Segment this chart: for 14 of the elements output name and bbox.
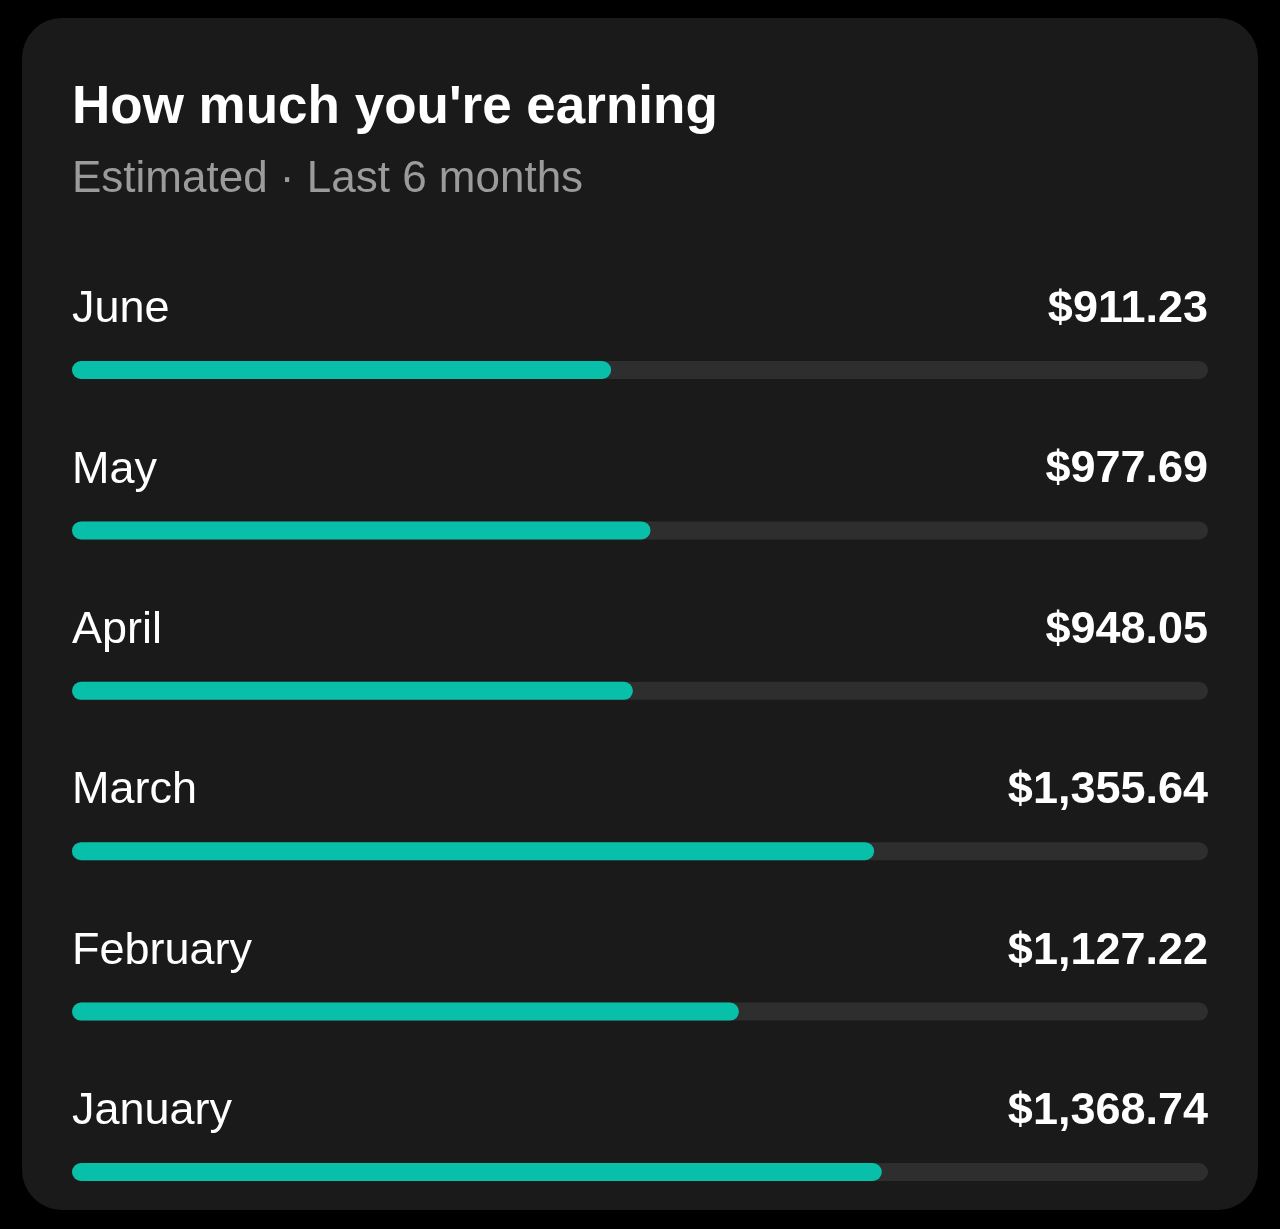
y-tick-label: March [72, 762, 197, 814]
data-label: $911.23 [1047, 281, 1208, 332]
chart-title: How much you're earning [72, 75, 718, 134]
y-tick-label: June [72, 281, 170, 333]
chart-subtitle: Estimated · Last 6 months [72, 152, 584, 201]
y-tick-label: February [72, 922, 253, 974]
y-tick-label: April [72, 602, 162, 653]
data-label: $977.69 [1045, 441, 1208, 493]
data-label: $1,127.22 [1007, 922, 1208, 974]
y-tick-label: January [72, 1083, 233, 1135]
y-tick-label: May [72, 441, 158, 493]
data-label: $948.05 [1045, 601, 1208, 653]
data-label: $1,355.64 [1007, 762, 1208, 814]
data-label: $1,368.74 [1007, 1082, 1208, 1134]
